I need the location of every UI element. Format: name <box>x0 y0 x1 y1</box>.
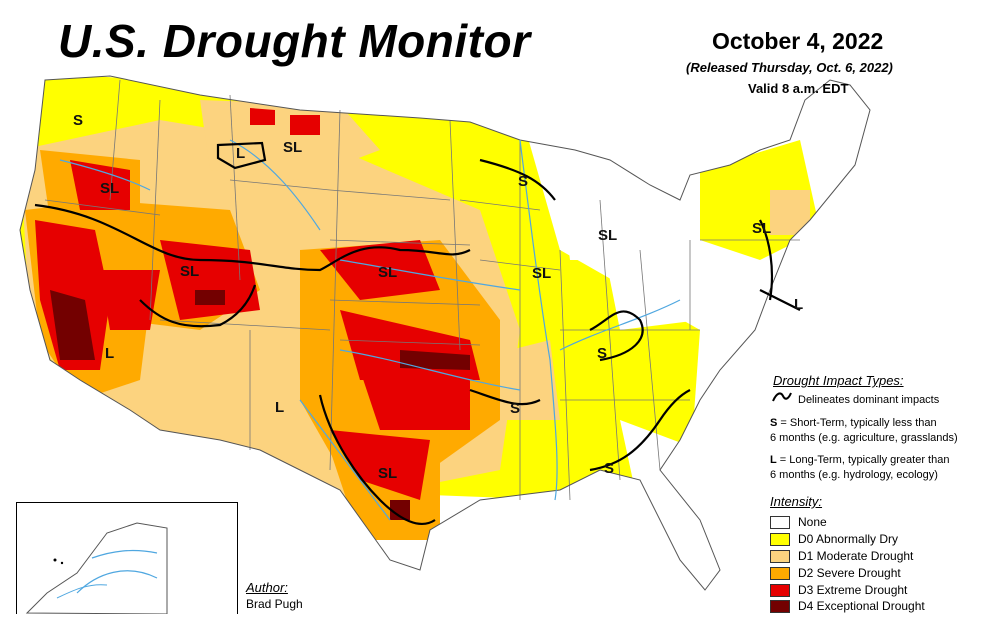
d3-nebraska <box>320 240 440 300</box>
label-sl-montana: SL <box>283 139 302 156</box>
short-term-key: S <box>770 417 778 429</box>
author-name: Brad Pugh <box>246 597 303 611</box>
author-heading: Author: <box>246 580 288 595</box>
legend-label: D2 Severe Drought <box>798 566 901 580</box>
short-term-desc: = Short-Term, typically less than <box>777 417 937 429</box>
impact-long-term-row: L = Long-Term, typically greater than <box>770 453 949 468</box>
d1-montana <box>200 100 380 180</box>
us-outline <box>19 75 871 591</box>
impact-boundaries <box>34 141 801 525</box>
d4-oklahoma <box>400 350 470 370</box>
legend-swatch <box>770 532 790 546</box>
impact-delineates: Delineates dominant impacts <box>798 394 940 406</box>
label-s-wisconsin: S <box>518 173 528 190</box>
legend-swatch <box>770 599 790 613</box>
label-s-kentucky: S <box>597 345 607 362</box>
legend-swatch <box>770 583 790 597</box>
d0-southeast <box>620 420 700 560</box>
legend-label: D4 Exceptional Drought <box>798 599 925 613</box>
state-lines <box>44 79 800 501</box>
d3-oregon <box>70 160 130 210</box>
label-sl-newengland: SL <box>752 220 771 237</box>
label-s-arkansas: S <box>510 400 520 417</box>
alaska-map <box>25 522 168 615</box>
legend-row-d1: D1 Moderate Drought <box>770 549 913 563</box>
d3-california <box>35 220 110 370</box>
d3-nevada <box>100 270 160 330</box>
legend-row-d3: D3 Extreme Drought <box>770 583 907 597</box>
label-l-nevada: L <box>105 345 114 362</box>
label-sl-illinois: SL <box>532 265 551 282</box>
short-term-examples: 6 months (e.g. agriculture, grasslands) <box>770 432 958 444</box>
legend-row-none: None <box>770 515 827 529</box>
label-s-northwest: S <box>73 112 83 129</box>
legend-label: D0 Abnormally Dry <box>798 532 899 546</box>
release-date: (Released Thursday, Oct. 6, 2022) <box>686 60 893 75</box>
d4-utah <box>195 290 225 305</box>
label-l-montana: L <box>236 145 245 162</box>
legend-row-d0: D0 Abnormally Dry <box>770 532 898 546</box>
label-l-midatlantic: L <box>794 296 803 313</box>
legend-swatch <box>770 515 790 529</box>
label-s-alabama: S <box>604 460 614 477</box>
label-sl-nebraska: SL <box>378 264 397 281</box>
rivers <box>59 139 681 521</box>
d3-texas <box>330 430 430 500</box>
d4-california <box>50 290 95 360</box>
impact-types-heading: Drought Impact Types: <box>773 373 904 388</box>
legend-label: D1 Moderate Drought <box>798 549 914 563</box>
intensity-heading: Intensity: <box>770 494 823 509</box>
legend-row-d4: D4 Exceptional Drought <box>770 599 925 613</box>
legend-swatch <box>770 549 790 563</box>
d3-utah <box>160 240 260 320</box>
label-sl-michigan: SL <box>598 227 617 244</box>
d3-montana-b <box>290 115 320 135</box>
map-title: U.S. Drought Monitor <box>58 15 531 67</box>
d1-newengland <box>770 190 810 235</box>
map-date: October 4, 2022 <box>712 28 884 54</box>
d3-montana-a <box>250 108 275 125</box>
label-sl-texas: SL <box>378 465 397 482</box>
d4-texas <box>390 500 410 520</box>
label-l-newmexico: L <box>275 399 284 416</box>
label-sl-oregon: SL <box>100 180 119 197</box>
legend-row-d2: D2 Severe Drought <box>770 566 901 580</box>
impact-boundary-symbol <box>772 392 792 402</box>
long-term-key: L <box>770 454 777 466</box>
legend-swatch <box>770 566 790 580</box>
legend-label: None <box>798 515 827 529</box>
label-sl-utah: SL <box>180 263 199 280</box>
d3-oklahoma <box>360 370 470 430</box>
valid-time: Valid 8 a.m. EDT <box>748 81 849 96</box>
long-term-desc: = Long-Term, typically greater than <box>776 454 950 466</box>
impact-short-term-row: S = Short-Term, typically less than <box>770 416 937 431</box>
legend-label: D3 Extreme Drought <box>798 583 908 597</box>
d0-ohio <box>600 230 700 330</box>
alaska-inset <box>16 502 238 615</box>
long-term-examples: 6 months (e.g. hydrology, ecology) <box>770 469 938 481</box>
